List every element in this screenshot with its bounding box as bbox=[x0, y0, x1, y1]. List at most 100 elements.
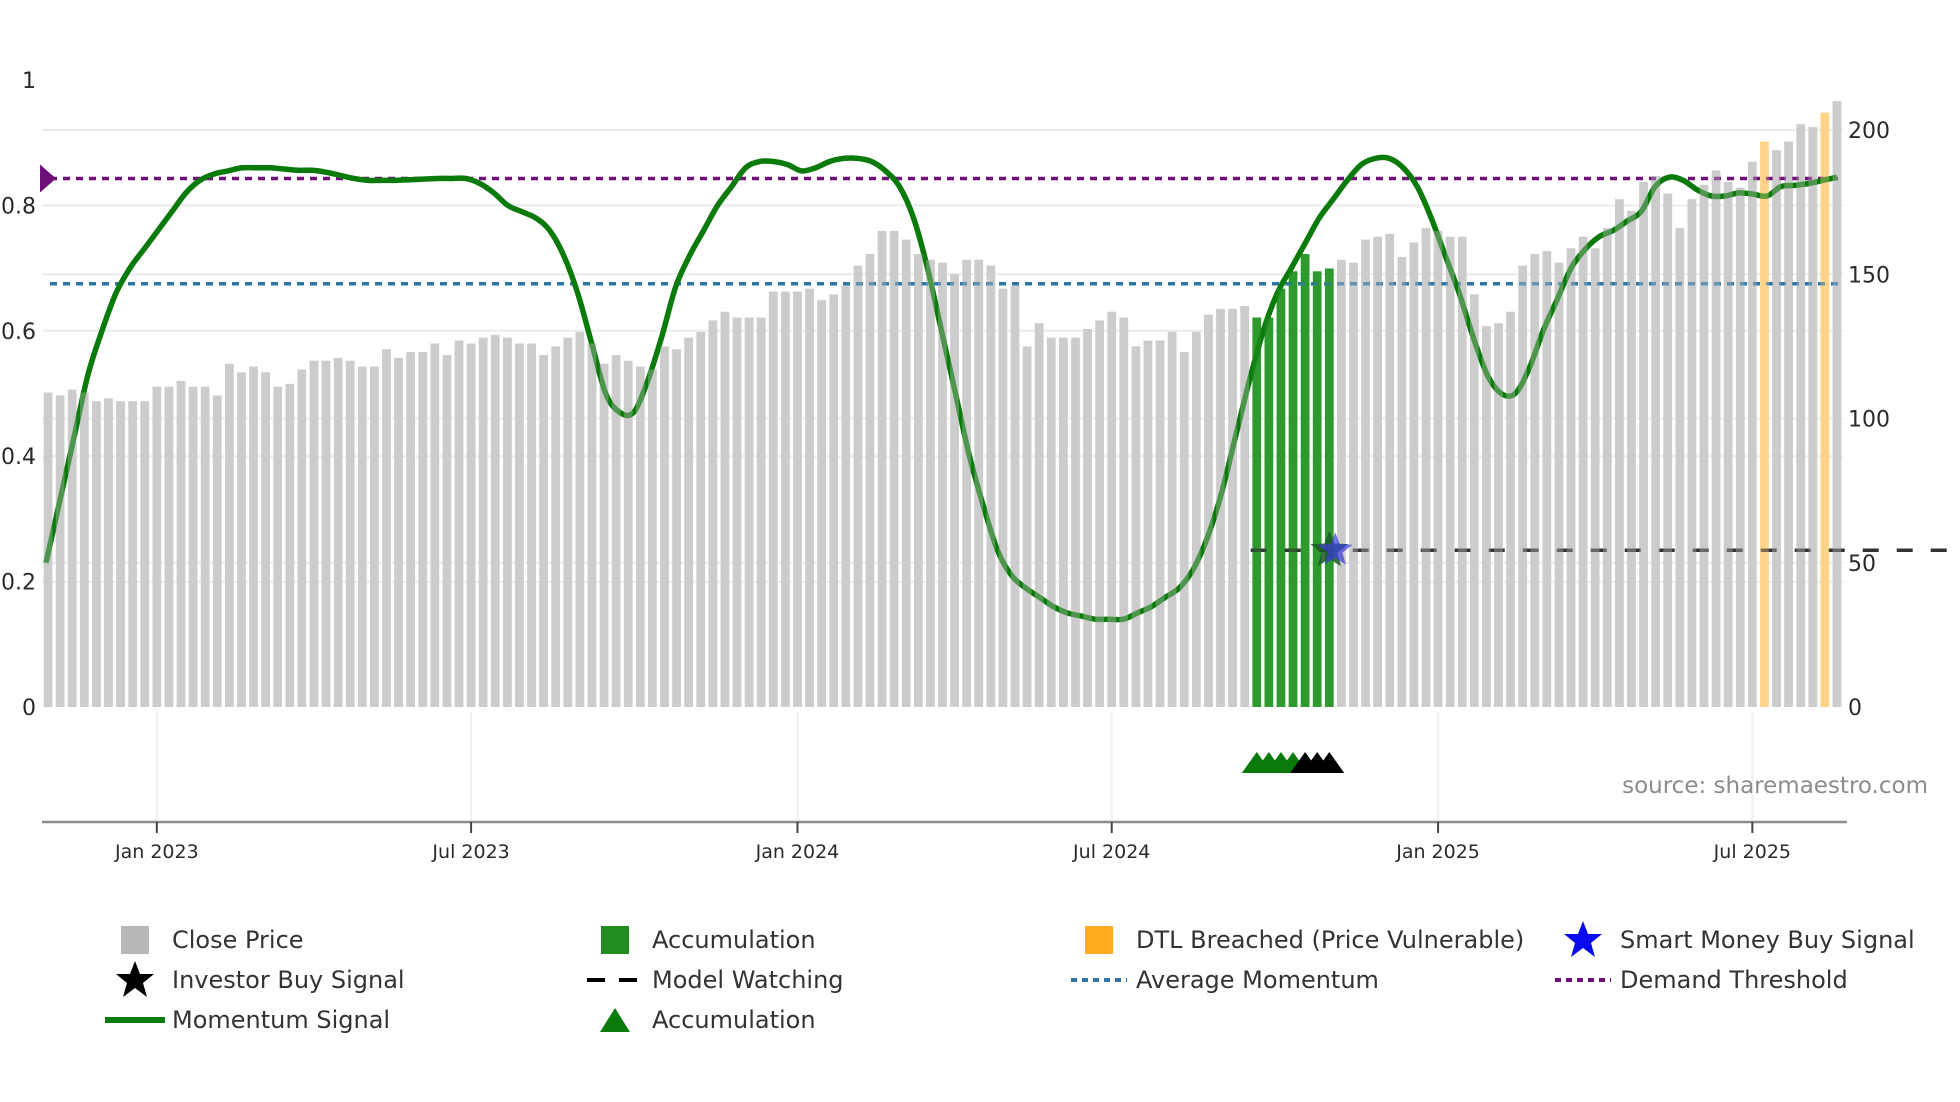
price-bar bbox=[1083, 329, 1092, 707]
price-bar bbox=[1300, 254, 1310, 707]
legend-item-model-watching[interactable]: Model Watching bbox=[580, 962, 844, 998]
price-bar bbox=[926, 259, 935, 707]
price-bar bbox=[394, 357, 403, 707]
price-bar bbox=[128, 401, 138, 707]
legend-item-investor-buy-signal[interactable]: Investor Buy Signal bbox=[100, 961, 405, 998]
price-bar bbox=[1699, 184, 1709, 707]
price-bar bbox=[1469, 294, 1479, 707]
price-bar bbox=[478, 337, 488, 707]
price-bar bbox=[261, 372, 270, 707]
price-bar bbox=[1506, 311, 1515, 707]
price-bar bbox=[466, 343, 476, 707]
price-bar bbox=[116, 401, 125, 707]
legend-label: Close Price bbox=[172, 926, 304, 954]
price-bar bbox=[176, 380, 186, 707]
price-bar bbox=[1784, 141, 1793, 708]
x-tick-label: Jul 2023 bbox=[431, 841, 509, 863]
price-bar bbox=[599, 363, 609, 707]
price-bar bbox=[442, 355, 452, 707]
triangle-icon bbox=[580, 1002, 650, 1038]
price-bar bbox=[357, 366, 367, 707]
price-bar bbox=[708, 320, 718, 707]
legend-label: Momentum Signal bbox=[172, 1006, 391, 1034]
price-bar bbox=[1216, 308, 1225, 707]
price-bar bbox=[333, 357, 343, 707]
legend-item-accumulation-bars[interactable]: Accumulation bbox=[580, 922, 816, 958]
price-bar bbox=[1276, 288, 1286, 707]
price-bar bbox=[563, 337, 573, 707]
price-bar bbox=[1324, 268, 1334, 707]
axes: Jan 2023 Jul 2023 Jan 2024 Jul 2024 Jan 2025… bbox=[1, 69, 1890, 863]
demand-threshold-marker bbox=[40, 164, 56, 193]
legend-item-accumulation-markers[interactable]: Accumulation bbox=[580, 1002, 816, 1038]
legend-label: Accumulation bbox=[652, 1006, 816, 1034]
x-tick-label: Jan 2024 bbox=[755, 841, 840, 863]
price-bar bbox=[1663, 193, 1673, 708]
price-bar bbox=[1735, 187, 1745, 707]
legend-label: Accumulation bbox=[652, 926, 816, 954]
price-bar bbox=[672, 349, 681, 707]
price-bar bbox=[986, 265, 996, 707]
price-bar bbox=[1723, 181, 1733, 707]
legend-item-demand-threshold[interactable]: Demand Threshold bbox=[1548, 962, 1848, 998]
legend-item-momentum-signal[interactable]: Momentum Signal bbox=[100, 1002, 390, 1038]
price-bar bbox=[418, 352, 428, 707]
price-bar bbox=[1155, 340, 1165, 707]
price-bar bbox=[1288, 271, 1298, 707]
price-bar bbox=[1010, 285, 1020, 707]
signal-markers bbox=[1241, 530, 1353, 773]
price-bar bbox=[1627, 210, 1636, 707]
price-bar bbox=[744, 317, 754, 707]
price-bar bbox=[370, 366, 379, 707]
price-bar bbox=[648, 369, 657, 707]
legend-item-average-momentum[interactable]: Average Momentum bbox=[1064, 962, 1379, 998]
price-bar bbox=[1675, 228, 1685, 707]
price-bar bbox=[1059, 337, 1068, 707]
price-bar bbox=[104, 398, 113, 707]
price-bar bbox=[611, 355, 621, 707]
price-bar bbox=[490, 334, 500, 707]
price-bar bbox=[889, 230, 899, 707]
price-bar bbox=[55, 395, 65, 707]
star-icon bbox=[1548, 921, 1618, 958]
dotted-line-icon bbox=[1064, 962, 1134, 998]
price-bar bbox=[285, 383, 295, 707]
right-tick-label: 200 bbox=[1848, 119, 1890, 144]
legend-item-smart-money-buy-signal[interactable]: Smart Money Buy Signal bbox=[1548, 921, 1915, 958]
price-bar bbox=[1131, 346, 1141, 707]
price-bar bbox=[1361, 239, 1370, 707]
price-bar bbox=[865, 254, 875, 707]
price-bar bbox=[92, 401, 101, 707]
right-tick-label: 50 bbox=[1848, 552, 1876, 577]
bar-overlay bbox=[43, 101, 1842, 708]
price-bar bbox=[1240, 305, 1250, 707]
price-bar bbox=[345, 360, 355, 707]
price-bar bbox=[212, 395, 222, 707]
price-bar bbox=[732, 317, 742, 707]
left-tick-label: 0.6 bbox=[1, 320, 36, 345]
price-bar bbox=[1615, 199, 1624, 708]
legend-item-close-price[interactable]: Close Price bbox=[100, 922, 304, 958]
price-bar bbox=[188, 386, 198, 707]
close-price-bars bbox=[43, 101, 1842, 708]
price-bar bbox=[793, 291, 802, 707]
price-bar bbox=[1095, 320, 1104, 707]
price-bar bbox=[1421, 228, 1431, 707]
price-bar bbox=[841, 285, 851, 707]
legend-label: Average Momentum bbox=[1136, 966, 1379, 994]
price-bar bbox=[1711, 170, 1721, 707]
legend-item-dtl-breached[interactable]: DTL Breached (Price Vulnerable) bbox=[1064, 922, 1524, 958]
dashed-line-icon bbox=[580, 962, 650, 998]
star-icon bbox=[100, 961, 170, 998]
price-bar bbox=[768, 291, 778, 707]
price-bar bbox=[950, 274, 959, 707]
price-bar bbox=[1566, 248, 1576, 707]
left-tick-label: 0.2 bbox=[1, 571, 36, 596]
price-bar bbox=[382, 349, 391, 707]
price-bar bbox=[684, 337, 694, 707]
price-bar bbox=[660, 346, 669, 707]
price-bar bbox=[1107, 311, 1117, 707]
price-bar bbox=[1119, 317, 1129, 707]
reference-lines bbox=[40, 164, 1952, 552]
solid-line-icon bbox=[100, 1002, 170, 1038]
